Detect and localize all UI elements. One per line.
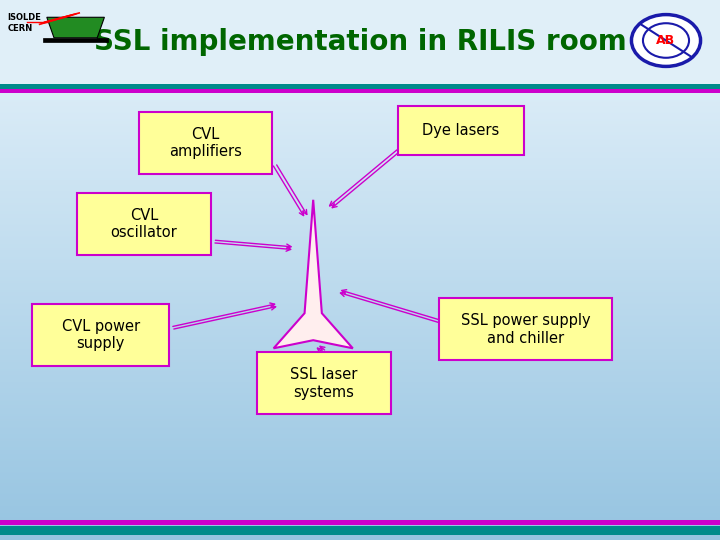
Text: AB: AB: [657, 34, 675, 47]
Bar: [0, 89, 720, 93]
Bar: [0, 520, 720, 525]
Text: Dye lasers: Dye lasers: [422, 123, 500, 138]
Text: CVL
oscillator: CVL oscillator: [111, 208, 177, 240]
Bar: [0, 0, 720, 84]
Polygon shape: [274, 200, 353, 348]
Text: SSL implementation in RILIS room: SSL implementation in RILIS room: [94, 28, 626, 56]
Bar: [138, 112, 271, 174]
Bar: [78, 193, 210, 255]
Bar: [258, 353, 391, 415]
Polygon shape: [47, 17, 104, 38]
Text: CVL power
supply: CVL power supply: [62, 319, 140, 351]
Bar: [0, 84, 720, 89]
Text: ISOLDE: ISOLDE: [7, 14, 41, 23]
Circle shape: [631, 15, 701, 66]
Text: CVL
amplifiers: CVL amplifiers: [168, 127, 242, 159]
Polygon shape: [43, 38, 108, 42]
Text: SSL laser
systems: SSL laser systems: [290, 367, 358, 400]
Bar: [397, 106, 524, 155]
Bar: [439, 298, 612, 361]
Text: CERN: CERN: [7, 24, 32, 33]
Bar: [0, 526, 720, 535]
Text: SSL power supply
and chiller: SSL power supply and chiller: [461, 313, 590, 346]
Bar: [32, 303, 169, 366]
